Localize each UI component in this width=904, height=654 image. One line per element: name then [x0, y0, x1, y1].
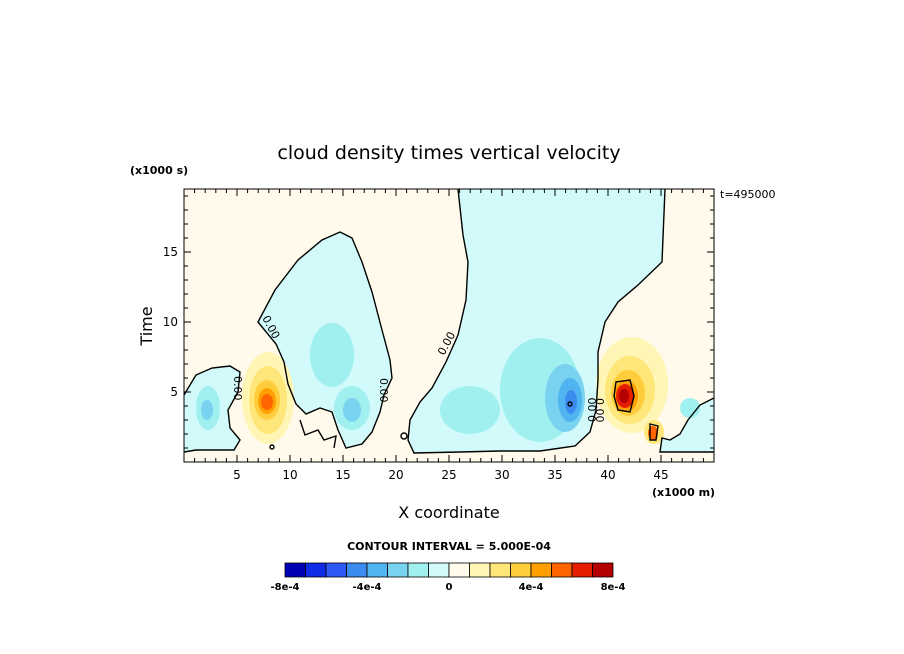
pos-right-top — [619, 389, 629, 403]
x-tick-labels: 5 10 15 20 25 30 35 40 45 — [233, 468, 668, 482]
colorbar-tick-label: 8e-4 — [601, 582, 626, 593]
contour-label: 0.00 — [377, 378, 390, 403]
colorbar-swatch — [366, 562, 388, 578]
y-axis-label: Time — [137, 306, 156, 346]
colorbar-swatch — [551, 562, 573, 578]
colorbar-swatch — [469, 562, 491, 578]
x-tick-label: 20 — [388, 468, 403, 482]
y-tick-label: 15 — [163, 245, 178, 259]
contour-label: 0.00 — [231, 376, 244, 401]
colorbar-swatch — [448, 562, 470, 578]
colorbar-swatch — [571, 562, 593, 578]
colorbar-swatch — [387, 562, 409, 578]
colorbar-swatch — [592, 562, 614, 578]
x-axis-label: X coordinate — [398, 503, 499, 522]
axis-ticks — [184, 189, 714, 462]
colorbar-swatch — [428, 562, 450, 578]
colorbar-swatch — [530, 562, 552, 578]
neg-central-b-core — [343, 398, 361, 422]
colorbar-swatch — [305, 562, 327, 578]
y-units-label: (x1000 s) — [130, 164, 188, 177]
pos-left-peak — [261, 394, 273, 410]
y-tick-label: 5 — [170, 385, 178, 399]
colorbar-swatch — [489, 562, 511, 578]
colorbar-swatch — [346, 562, 368, 578]
colorbar-labels: -8e-4 -4e-4 0 4e-4 8e-4 — [271, 582, 626, 593]
contour-label: 0.00 — [586, 398, 599, 423]
time-stamp: t=495000 — [720, 188, 776, 201]
y-tick-labels: 5 10 15 — [163, 245, 178, 399]
x-tick-label: 30 — [494, 468, 509, 482]
contour-interval-label: CONTOUR INTERVAL = 5.000E-04 — [347, 540, 551, 553]
contour-label: 0.00 — [593, 398, 606, 423]
y-tick-label: 10 — [163, 315, 178, 329]
colorbar-tick-label: 0 — [446, 582, 453, 593]
plot-area — [184, 189, 714, 462]
colorbar-swatch — [510, 562, 532, 578]
chart-title: cloud density times vertical velocity — [277, 142, 620, 164]
colorbar-swatch — [407, 562, 429, 578]
x-tick-label: 15 — [335, 468, 350, 482]
x-tick-label: 45 — [653, 468, 668, 482]
colorbar — [284, 562, 614, 578]
colorbar-tick-label: -8e-4 — [271, 582, 300, 593]
colorbar-tick-label: 4e-4 — [519, 582, 544, 593]
colorbar-swatch — [284, 562, 306, 578]
x-tick-label: 35 — [547, 468, 562, 482]
neg-far-left-core — [201, 400, 213, 420]
x-tick-label: 25 — [441, 468, 456, 482]
zero-contours — [184, 189, 714, 454]
colorbar-tick-label: -4e-4 — [353, 582, 382, 593]
x-units-label: (x1000 m) — [652, 486, 715, 499]
neg-central-a — [310, 323, 354, 387]
colorbar-swatch — [325, 562, 347, 578]
x-tick-label: 5 — [233, 468, 241, 482]
neg-wide-mid — [440, 386, 500, 434]
x-tick-label: 40 — [600, 468, 615, 482]
x-tick-label: 10 — [282, 468, 297, 482]
neg-right-small — [680, 398, 700, 418]
